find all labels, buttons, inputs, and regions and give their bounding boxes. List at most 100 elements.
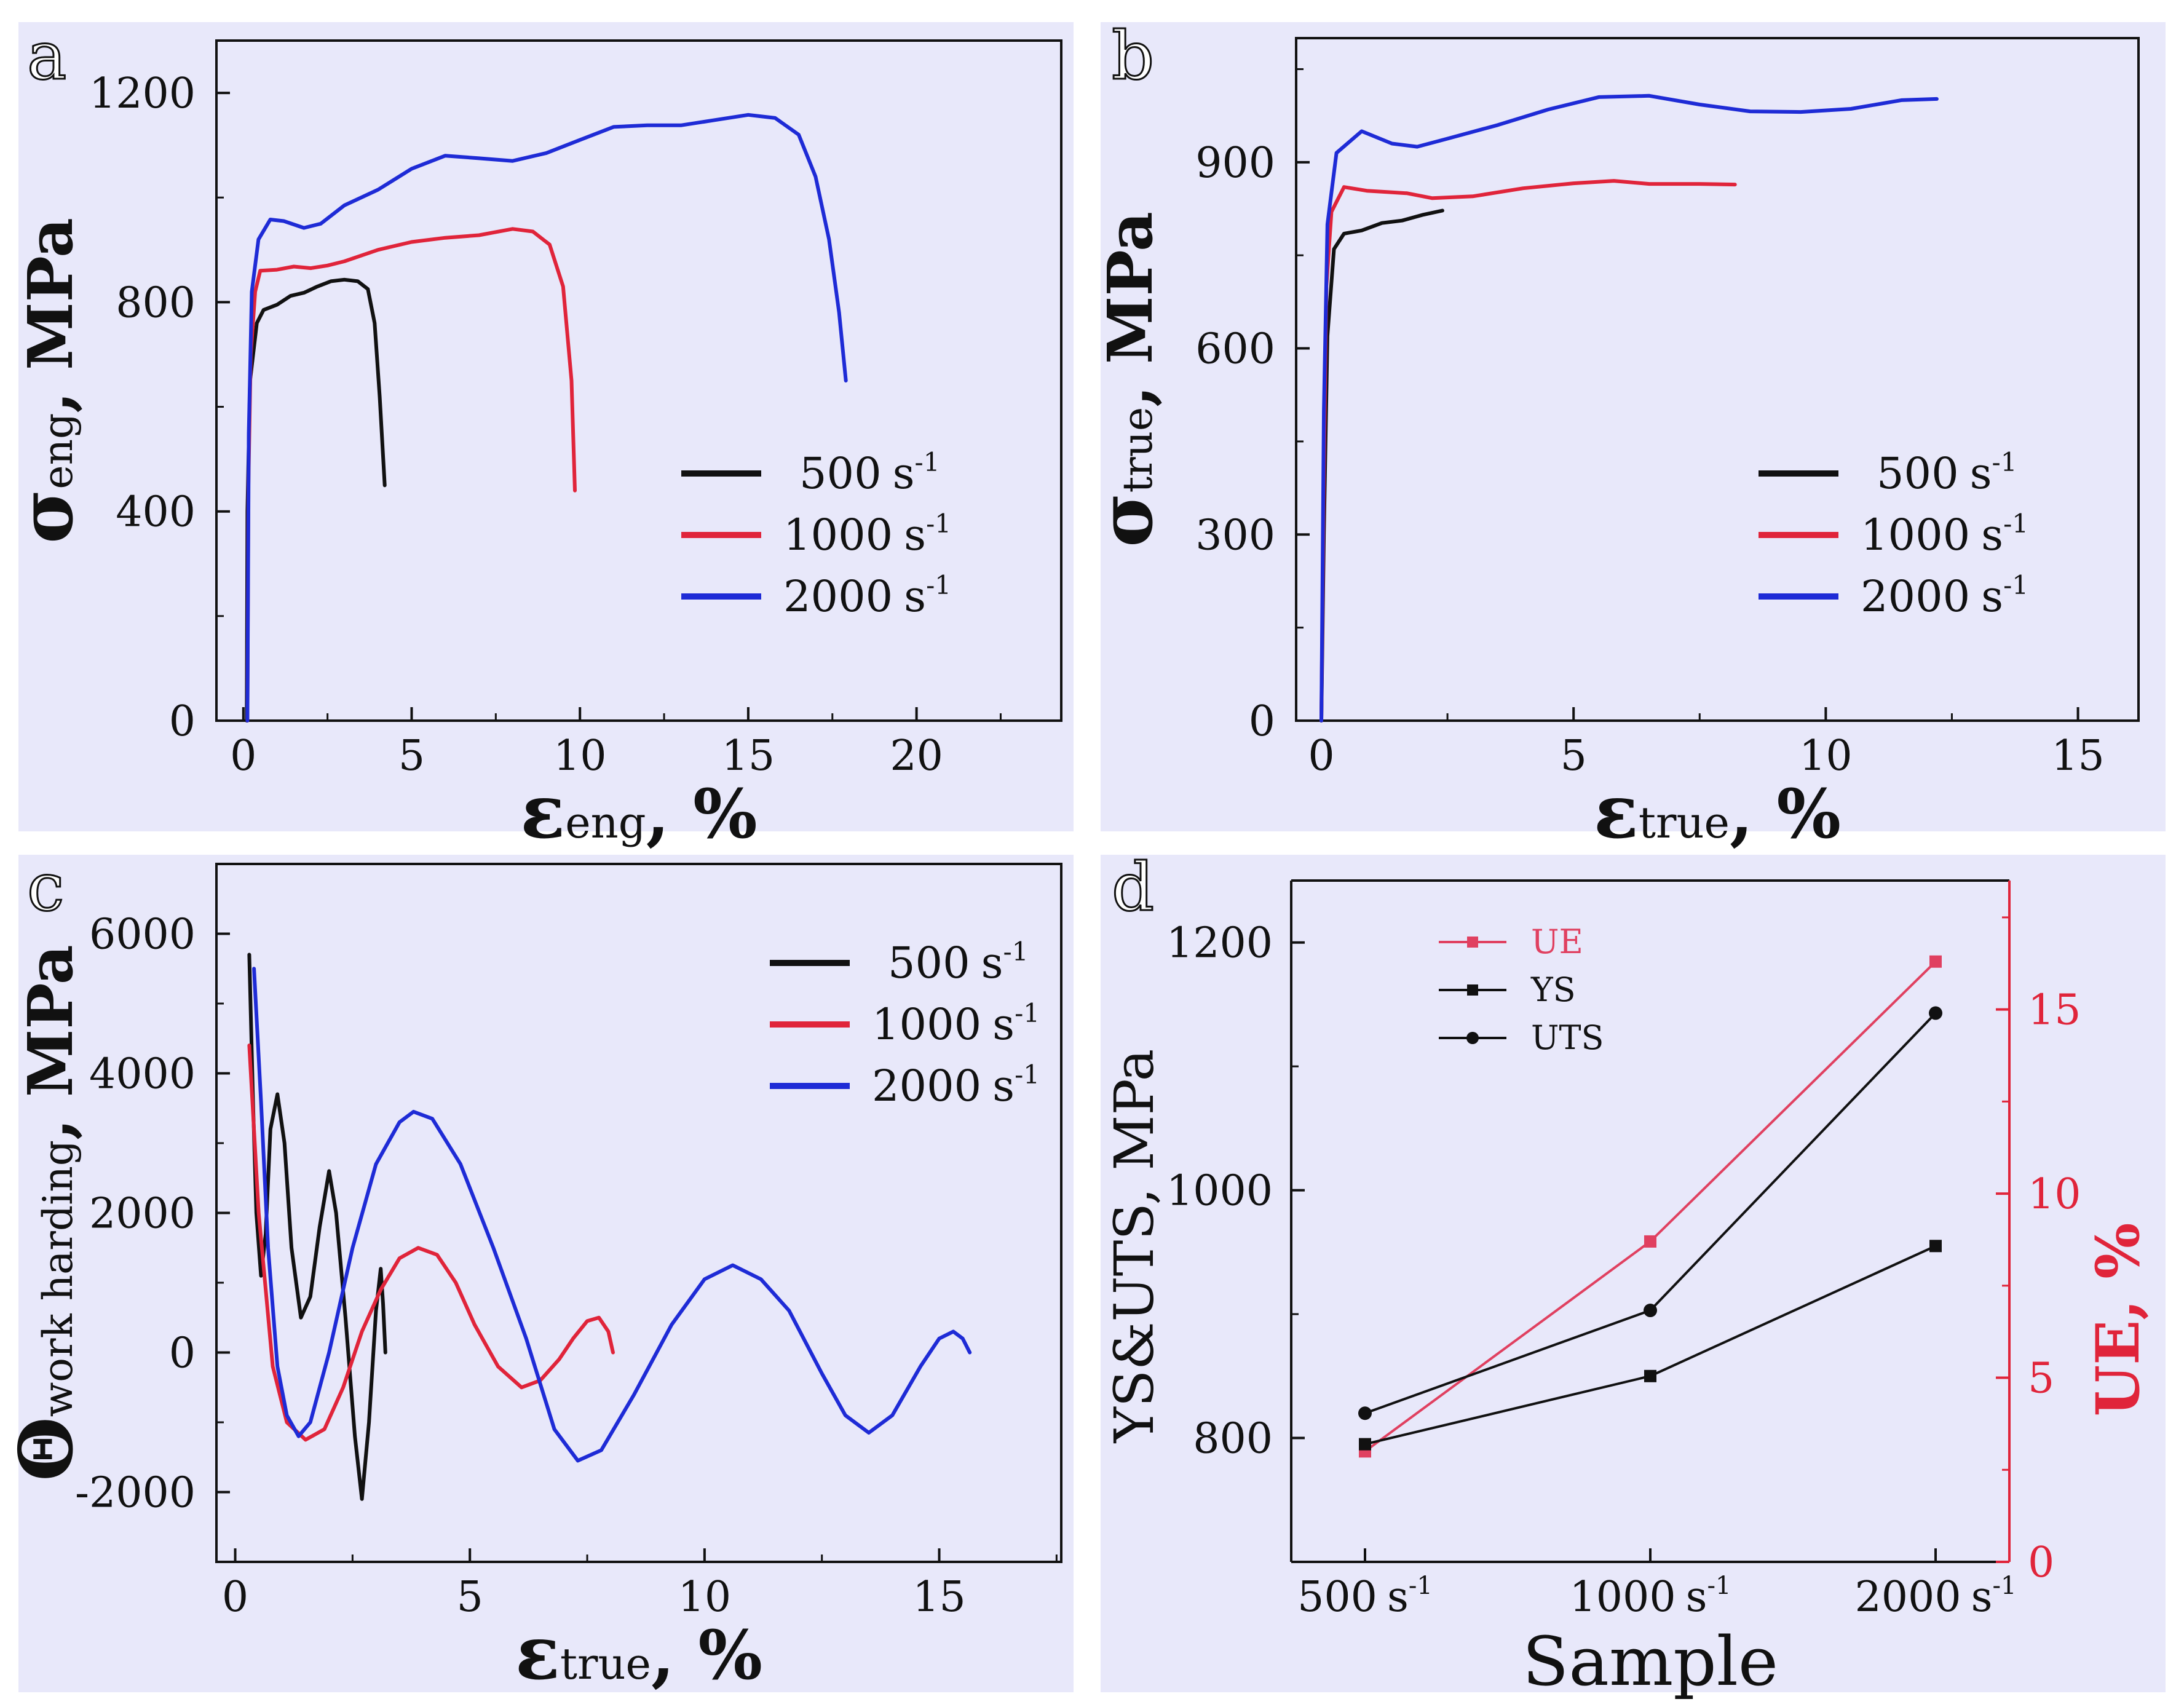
y-axis-label: σtrue, MPa	[1083, 212, 1169, 547]
category-unit: s	[1686, 1573, 1707, 1622]
legend-unit: s	[1981, 510, 2003, 560]
legend-unit: s	[992, 999, 1015, 1050]
legend-value: 1000	[783, 510, 893, 560]
legend-label: 1000 s-1	[872, 998, 1040, 1050]
y-tick-label: 1200	[89, 69, 196, 118]
series-line-500	[245, 277, 387, 723]
x-tick-label: 5	[457, 1573, 483, 1622]
legend-unit: s	[1970, 448, 1992, 499]
x-tick-label: 1000 s-1	[1570, 1572, 1731, 1622]
series-line-2000	[245, 113, 848, 723]
x-tick-label: 2000 s-1	[1855, 1572, 2017, 1622]
y-axis-label: σeng, MPa	[3, 218, 90, 544]
y-right-tick-label: 10	[2028, 1170, 2081, 1219]
x-tick-label: 0	[1308, 732, 1334, 780]
legend-label: 500 s-1	[799, 447, 940, 499]
y-right-tick-label: 0	[2028, 1539, 2054, 1587]
x-axis-unit: , %	[651, 1615, 762, 1695]
y-right-axis-label: UE, %	[2083, 1223, 2153, 1417]
legend-label: UTS	[1531, 1018, 1604, 1057]
x-tick-label: 15	[2051, 732, 2105, 780]
y-tick-label: 0	[169, 697, 196, 746]
x-tick-label: 5	[1561, 732, 1587, 780]
legend-unit: s	[893, 448, 915, 499]
category-value: 500	[1297, 1573, 1377, 1622]
marker-UE	[1929, 955, 1942, 968]
series-line-1000	[1320, 179, 1737, 723]
marker-UE	[1644, 1235, 1656, 1248]
legend-unit: s	[981, 938, 1003, 988]
category-unit: s	[1971, 1573, 1993, 1622]
y-tick-label: 0	[169, 1329, 196, 1378]
y-left-tick-label: 1000	[1166, 1167, 1273, 1216]
legend-label: 500 s-1	[888, 937, 1028, 988]
legend-label: 1000 s-1	[783, 509, 951, 560]
panel-background	[18, 855, 1074, 1692]
plot-frame	[215, 39, 1062, 722]
legend-label: 1000 s-1	[1861, 509, 2028, 560]
legend-label: 2000 s-1	[872, 1059, 1040, 1111]
legend-exp: -1	[2003, 570, 2028, 600]
y-tick-label: 2000	[89, 1190, 196, 1238]
y-right-tick-label: 5	[2028, 1355, 2054, 1403]
x-axis-unit: , %	[646, 774, 758, 854]
legend-label: YS	[1530, 970, 1576, 1009]
y-left-axis-label: YS&UTS, MPa	[1102, 1049, 1166, 1444]
panel-background	[1101, 22, 2166, 831]
legend-exp: -1	[2003, 509, 2028, 539]
category-unit: s	[1387, 1573, 1409, 1622]
marker-UTS	[1644, 1304, 1657, 1318]
panel-background	[1101, 855, 2166, 1692]
legend-value: 500	[888, 938, 970, 988]
panel-label: c	[27, 849, 65, 926]
legend-unit: s	[992, 1061, 1015, 1111]
y-tick-label: 6000	[89, 911, 196, 959]
x-tick-label: 10	[1799, 732, 1853, 780]
legend-marker	[1467, 984, 1478, 996]
legend-unit: s	[904, 571, 926, 622]
y-right-tick-label: 15	[2028, 986, 2081, 1035]
category-value: 2000	[1855, 1573, 1961, 1622]
legend-value: 1000	[872, 999, 981, 1050]
y-tick-label: 0	[1249, 697, 1275, 746]
y-tick-label: 800	[116, 279, 196, 327]
x-tick-label: 10	[553, 732, 607, 780]
legend-value: 500	[1877, 448, 1959, 499]
x-tick-label: 15	[722, 732, 775, 780]
legend-exp: -1	[1003, 937, 1029, 967]
marker-UTS	[1929, 1006, 1942, 1020]
legend-value: 1000	[1861, 510, 1970, 560]
x-axis-subscript: eng	[565, 798, 646, 848]
x-tick-label: 0	[222, 1573, 248, 1622]
legend-exp: -1	[926, 509, 951, 539]
y-axis-subscript: work harding	[34, 1140, 82, 1417]
panel-label: b	[1112, 18, 1154, 95]
legend-value: 2000	[1861, 571, 1970, 622]
category-exp: -1	[1409, 1572, 1433, 1600]
y-axis-label: Θwork harding, MPa	[3, 945, 90, 1481]
x-axis-symbol: ε	[515, 1610, 560, 1697]
x-axis-label: Sample	[1522, 1622, 1778, 1701]
panel-label: a	[27, 18, 66, 95]
y-tick-label: 900	[1195, 139, 1275, 188]
legend-label: 2000 s-1	[783, 570, 951, 622]
y-tick-label: 300	[1195, 511, 1275, 560]
y-axis-symbol: σ	[3, 489, 90, 543]
x-axis-symbol: ε	[1594, 769, 1639, 855]
legend-value: 2000	[783, 571, 893, 622]
y-axis-unit: , MPa	[1094, 212, 1166, 407]
legend-exp: -1	[1015, 1059, 1040, 1090]
x-tick-label: 15	[912, 1573, 966, 1622]
y-axis-subscript: true	[1114, 407, 1161, 493]
y-left-tick-label: 800	[1193, 1415, 1273, 1463]
legend-label: 2000 s-1	[1861, 570, 2028, 622]
legend-exp: -1	[1992, 447, 2017, 477]
category-exp: -1	[1707, 1572, 1731, 1600]
legend-exp: -1	[915, 447, 940, 477]
x-axis-label: εtrue, %	[515, 1610, 762, 1697]
panel-background	[18, 22, 1074, 831]
